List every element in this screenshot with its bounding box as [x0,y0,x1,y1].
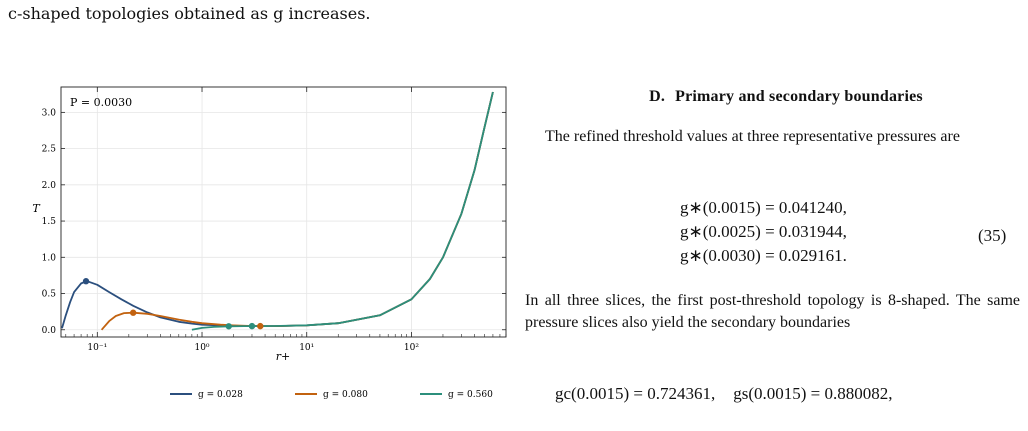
y-tick-label: 0.0 [42,326,57,336]
series-markers [82,278,264,330]
x-axis-label: r+ [276,350,290,363]
critical-point-marker [257,322,264,330]
x-tick-label: 10⁻¹ [87,343,107,353]
y-tick-label: 1.0 [42,253,57,263]
series-line [191,91,494,331]
section-heading: D. Primary and secondary boundaries [576,88,996,106]
equation-number: (35) [978,226,1007,245]
series-line [100,91,494,331]
equation-block: g∗(0.0015) = 0.041240, g∗(0.0025) = 0.03… [680,196,847,268]
critical-point-marker [225,323,232,330]
paragraph-thresholds: The refined threshold values at three re… [545,128,960,145]
chart-annotation: P = 0.0030 [70,96,132,109]
axis-ticks: 0.0 0.5 1.0 1.5 2.0 2.5 3.0 10⁻¹ 10⁰ 10¹ 10² [42,87,507,353]
paragraph-slices: In all three slices, the first post-thre… [525,292,1020,331]
y-tick-label: 2.0 [42,181,57,191]
y-tick-label: 3.0 [42,108,57,118]
section-title: Primary and secondary boundaries [675,88,923,105]
bottom-equation-left: gc(0.0015) = 0.724361, [555,384,716,403]
legend-label: g = 0.080 [323,390,368,400]
section-number: D. [649,88,666,105]
series-line [61,91,494,329]
legend-label: g = 0.028 [198,390,243,400]
series-lines [61,91,494,331]
y-tick-label: 0.5 [42,290,57,300]
y-tick-label: 2.5 [42,145,57,155]
critical-point-marker [248,322,256,330]
equation-row: g∗(0.0030) = 0.029161. [680,246,847,265]
x-tick-label: 10² [404,343,419,353]
legend-label: g = 0.560 [448,390,493,400]
bottom-equation: gc(0.0015) = 0.724361, gs(0.0015) = 0.880… [555,384,893,404]
y-axis-label: T [32,202,41,215]
critical-point-marker [82,278,90,285]
top-text-line: c-shaped topologies obtained as g increa… [8,4,371,23]
grid-lines [61,87,506,337]
equation-row: g∗(0.0025) = 0.031944, [680,222,847,241]
plot-frame [60,86,507,338]
figure-chart: 0.0 0.5 1.0 1.5 2.0 2.5 3.0 10⁻¹ 10⁰ 10¹ 10² P = 0… [32,86,507,400]
x-tick-label: 10¹ [299,343,314,353]
y-tick-label: 1.5 [42,217,57,227]
x-tick-label: 10⁰ [194,343,209,353]
bottom-equation-right: gs(0.0015) = 0.880082, [733,384,893,403]
equation-row: g∗(0.0015) = 0.041240, [680,198,847,217]
legend: g = 0.028 g = 0.080 g = 0.560 [170,390,493,400]
critical-point-marker [129,309,137,316]
